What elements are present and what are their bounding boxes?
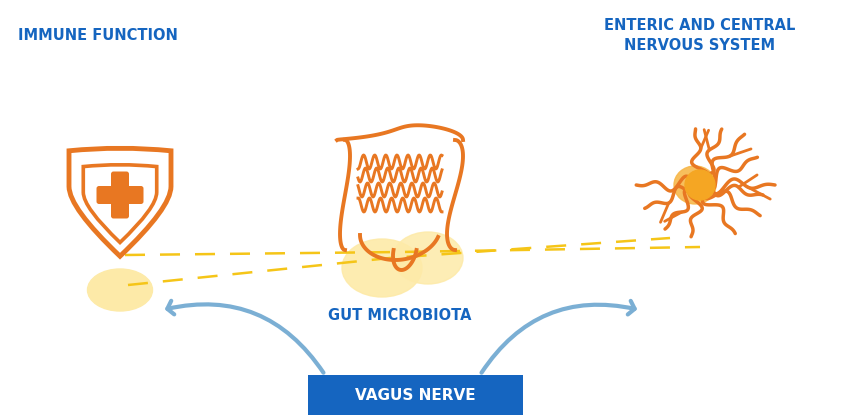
Ellipse shape	[393, 232, 463, 284]
Text: NERVOUS SYSTEM: NERVOUS SYSTEM	[625, 38, 776, 53]
Text: GUT MICROBIOTA: GUT MICROBIOTA	[328, 308, 471, 323]
FancyBboxPatch shape	[97, 186, 144, 204]
Circle shape	[685, 170, 715, 200]
Ellipse shape	[674, 166, 716, 204]
Text: ENTERIC AND CENTRAL: ENTERIC AND CENTRAL	[605, 18, 796, 33]
Ellipse shape	[87, 269, 152, 311]
Ellipse shape	[342, 239, 422, 297]
Text: VAGUS NERVE: VAGUS NERVE	[355, 388, 475, 403]
Text: IMMUNE FUNCTION: IMMUNE FUNCTION	[18, 28, 178, 43]
FancyBboxPatch shape	[307, 375, 522, 415]
FancyBboxPatch shape	[111, 171, 129, 218]
